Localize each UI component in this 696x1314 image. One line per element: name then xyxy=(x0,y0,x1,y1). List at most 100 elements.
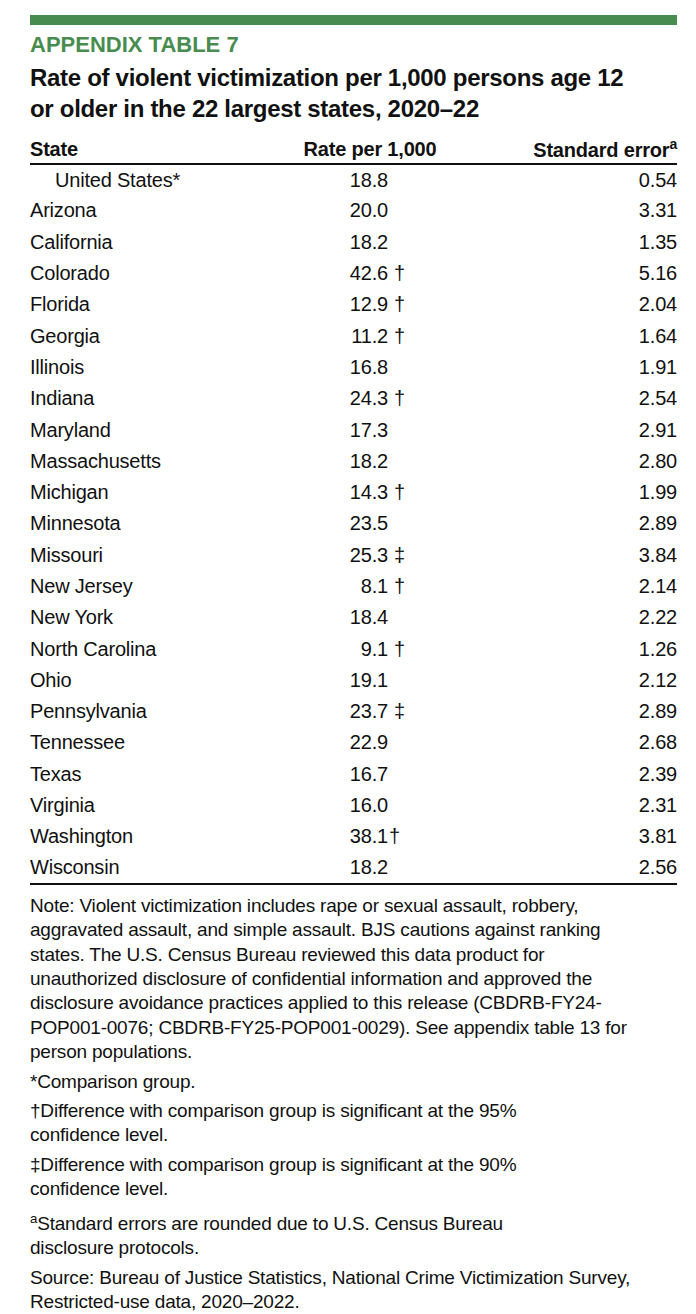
state-cell: Virginia xyxy=(30,790,290,821)
rate-value: 16.8 xyxy=(290,356,388,379)
table-row: United States*18.80.54 xyxy=(30,164,677,195)
table-row: Michigan14.3†1.99 xyxy=(30,477,677,508)
rate-cell: 24.3† xyxy=(290,383,450,414)
standard-error-cell: 1.26 xyxy=(450,633,677,664)
rate-value: 20.0 xyxy=(290,199,388,222)
significance-marker: † xyxy=(388,638,448,661)
rate-cell: 16.0 xyxy=(290,790,450,821)
table-row: Pennsylvania23.7‡2.89 xyxy=(30,696,677,727)
footnote-standard-errors-text: Standard errors are rounded due to U.S. … xyxy=(30,1213,503,1258)
standard-error-cell: 2.04 xyxy=(450,289,677,320)
table-row: Maryland17.32.91 xyxy=(30,414,677,445)
state-cell: Texas xyxy=(30,759,290,790)
significance-marker: † xyxy=(388,575,448,598)
accent-bar xyxy=(30,15,677,25)
rate-value: 9.1 xyxy=(290,638,388,661)
rate-value: 18.4 xyxy=(290,606,388,629)
state-cell: Wisconsin xyxy=(30,853,290,884)
rate-value: 12.9 xyxy=(290,293,388,316)
table-row: Minnesota23.52.89 xyxy=(30,508,677,539)
state-cell: Minnesota xyxy=(30,508,290,539)
rate-cell: 18.4 xyxy=(290,602,450,633)
rate-value: 17.3 xyxy=(290,419,388,442)
significance-marker: † xyxy=(388,481,448,504)
significance-marker: † xyxy=(388,262,448,285)
table-row: Wisconsin18.22.56 xyxy=(30,853,677,884)
state-cell: Georgia xyxy=(30,320,290,351)
state-cell: Arizona xyxy=(30,195,290,226)
rate-value: 19.1 xyxy=(290,669,388,692)
rate-cell: 19.1 xyxy=(290,665,450,696)
rate-cell: 8.1† xyxy=(290,571,450,602)
rate-cell: 42.6† xyxy=(290,258,450,289)
standard-error-cell: 2.39 xyxy=(450,759,677,790)
state-cell: Colorado xyxy=(30,258,290,289)
standard-error-cell: 1.99 xyxy=(450,477,677,508)
rate-cell: 18.2 xyxy=(290,227,450,258)
standard-error-cell: 2.89 xyxy=(450,696,677,727)
table-row: Florida12.9†2.04 xyxy=(30,289,677,320)
notes-section: Note: Violent victimization includes rap… xyxy=(30,894,678,1314)
table-row: Virginia16.02.31 xyxy=(30,790,677,821)
footnote-a-superscript: a xyxy=(669,136,677,152)
table-row: Arizona20.03.31 xyxy=(30,195,677,226)
rate-cell: 25.3‡ xyxy=(290,540,450,571)
standard-error-cell: 1.91 xyxy=(450,352,677,383)
state-cell: United States* xyxy=(30,164,290,195)
rate-cell: 9.1† xyxy=(290,633,450,664)
table-row: Massachusetts18.22.80 xyxy=(30,446,677,477)
rate-value: 11.2 xyxy=(290,325,388,348)
state-cell: Tennessee xyxy=(30,727,290,758)
rate-cell: 18.8 xyxy=(290,164,450,195)
rate-value: 23.7 xyxy=(290,700,388,723)
table-row: North Carolina9.1†1.26 xyxy=(30,633,677,664)
column-header-standard-error-label: Standard error xyxy=(533,139,669,161)
rate-cell: 14.3† xyxy=(290,477,450,508)
rate-value: 16.7 xyxy=(290,763,388,786)
standard-error-cell: 1.35 xyxy=(450,227,677,258)
standard-error-cell: 2.12 xyxy=(450,665,677,696)
rate-cell: 18.2 xyxy=(290,853,450,884)
footnote-double-dagger-90: ‡Difference with comparison group is sig… xyxy=(30,1153,678,1202)
rate-value: 8.1 xyxy=(290,575,388,598)
state-cell: Pennsylvania xyxy=(30,696,290,727)
rate-cell: 23.5 xyxy=(290,508,450,539)
rate-cell: 16.8 xyxy=(290,352,450,383)
rate-cell: 38.1† xyxy=(290,821,450,852)
rate-cell: 22.9 xyxy=(290,727,450,758)
column-header-standard-error: Standard errora xyxy=(450,135,677,164)
footnote-dagger-95: †Difference with comparison group is sig… xyxy=(30,1099,678,1148)
footnote-standard-errors: aStandard errors are rounded due to U.S.… xyxy=(30,1207,678,1261)
standard-error-cell: 2.80 xyxy=(450,446,677,477)
standard-error-cell: 3.84 xyxy=(450,540,677,571)
table-row: Georgia11.2†1.64 xyxy=(30,320,677,351)
rate-cell: 16.7 xyxy=(290,759,450,790)
table-row: Washington38.1†3.81 xyxy=(30,821,677,852)
state-cell: Ohio xyxy=(30,665,290,696)
rate-cell: 11.2† xyxy=(290,320,450,351)
state-cell: Maryland xyxy=(30,414,290,445)
rate-value: 24.3 xyxy=(290,387,388,410)
rate-value: 23.5 xyxy=(290,512,388,535)
table-row: Tennessee22.92.68 xyxy=(30,727,677,758)
state-cell: Massachusetts xyxy=(30,446,290,477)
standard-error-cell: 2.56 xyxy=(450,853,677,884)
significance-marker: † xyxy=(388,825,448,848)
table-header-row: State Rate per 1,000 Standard errora xyxy=(30,135,677,164)
table-body: United States*18.80.54Arizona20.03.31Cal… xyxy=(30,164,677,884)
rate-cell: 17.3 xyxy=(290,414,450,445)
table-row: Colorado42.6†5.16 xyxy=(30,258,677,289)
state-cell: New York xyxy=(30,602,290,633)
rate-value: 42.6 xyxy=(290,262,388,285)
state-cell: Indiana xyxy=(30,383,290,414)
significance-marker: † xyxy=(388,387,448,410)
table-row: Missouri25.3‡3.84 xyxy=(30,540,677,571)
standard-error-cell: 2.31 xyxy=(450,790,677,821)
table-row: Texas16.7 2.39 xyxy=(30,759,677,790)
page-title: Rate of violent victimization per 1,000 … xyxy=(30,62,677,124)
state-cell: Illinois xyxy=(30,352,290,383)
rate-value: 18.2 xyxy=(290,231,388,254)
rate-value: 38.1 xyxy=(290,825,388,848)
table-row: New Jersey8.1†2.14 xyxy=(30,571,677,602)
column-header-state: State xyxy=(30,135,290,164)
